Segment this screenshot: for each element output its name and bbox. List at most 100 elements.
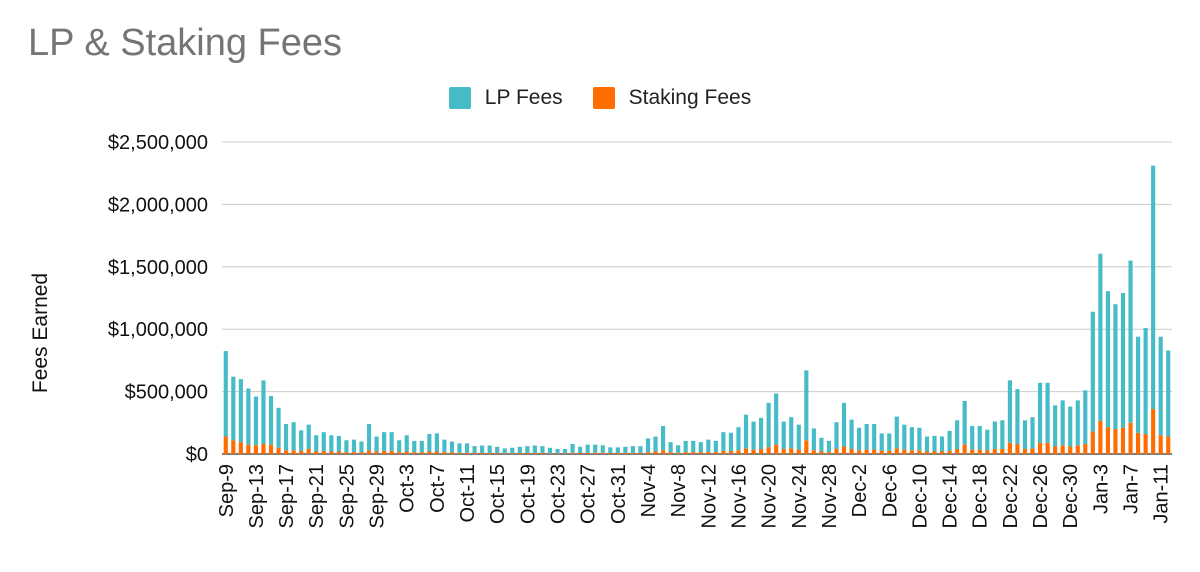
bar-staking-fees <box>495 453 500 454</box>
bar-staking-fees <box>645 452 651 454</box>
bar-lp-fees <box>442 439 447 453</box>
bar-lp-fees <box>351 439 357 453</box>
bar-lp-fees <box>223 351 228 437</box>
bar-staking-fees <box>457 452 462 454</box>
legend-label-staking-fees: Staking Fees <box>628 86 752 109</box>
bar-staking-fees <box>1068 446 1073 454</box>
bar-staking-fees <box>412 452 417 454</box>
x-tick-label: Nov-12 <box>698 464 720 528</box>
bar-staking-fees <box>683 452 688 454</box>
bar-lp-fees <box>495 446 500 454</box>
bar-staking-fees <box>1135 432 1141 454</box>
bar-staking-fees <box>985 450 990 454</box>
bar-staking-fees <box>336 451 341 454</box>
bar-staking-fees <box>547 453 553 454</box>
bar-staking-fees <box>796 449 801 454</box>
bar-lp-fees <box>547 447 553 454</box>
bar-staking-fees <box>1000 449 1005 454</box>
bar-lp-fees <box>412 440 417 453</box>
bar-staking-fees <box>1143 434 1148 454</box>
bar-lp-fees <box>683 440 688 453</box>
bar-lp-fees <box>1158 336 1163 436</box>
bar-lp-fees <box>480 445 485 454</box>
bar-lp-fees <box>660 425 666 451</box>
bar-lp-fees <box>849 419 854 450</box>
bar-lp-fees <box>1007 380 1012 443</box>
x-tick-label: Dec-30 <box>1060 464 1082 528</box>
bar-staking-fees <box>600 452 605 454</box>
x-tick-label: Jan-3 <box>1090 464 1112 514</box>
y-tick-label: $1,000,000 <box>108 319 208 341</box>
bar-lp-fees <box>449 441 455 453</box>
x-tick-label: Dec-14 <box>940 464 962 528</box>
bar-staking-fees <box>1015 444 1020 454</box>
bar-staking-fees <box>924 451 930 454</box>
x-tick-label: Sep-13 <box>246 464 268 529</box>
bar-staking-fees <box>789 448 794 454</box>
x-tick-label: Sep-9 <box>216 464 238 517</box>
bar-staking-fees <box>449 452 455 454</box>
bar-staking-fees <box>826 452 832 454</box>
bar-staking-fees <box>751 449 756 454</box>
bar-lp-fees <box>736 427 741 451</box>
bar-staking-fees <box>487 453 492 454</box>
bar-lp-fees <box>766 402 771 448</box>
bar-staking-fees <box>223 436 228 454</box>
bar-staking-fees <box>1166 436 1171 454</box>
bar-staking-fees <box>864 449 869 454</box>
bar-staking-fees <box>374 451 379 454</box>
bar-lp-fees <box>804 370 809 441</box>
bar-staking-fees <box>774 444 779 454</box>
bar-staking-fees <box>397 452 402 454</box>
bar-staking-fees <box>434 451 439 454</box>
bar-staking-fees <box>593 452 598 454</box>
bar-staking-fees <box>955 449 960 454</box>
bar-staking-fees <box>660 450 666 454</box>
bar-staking-fees <box>879 450 884 454</box>
bar-staking-fees <box>1105 427 1110 454</box>
bar-staking-fees <box>238 442 243 454</box>
bar-lp-fees <box>246 388 251 445</box>
bar-lp-fees <box>472 446 477 454</box>
legend-item-staking-fees: Staking Fees <box>592 86 752 110</box>
x-tick-label: Dec-6 <box>879 464 901 517</box>
bar-lp-fees <box>698 442 703 453</box>
bar-lp-fees <box>1113 304 1118 430</box>
bar-staking-fees <box>1158 435 1163 454</box>
bar-lp-fees <box>231 376 236 441</box>
bar-lp-fees <box>645 438 651 453</box>
bar-lp-fees <box>857 427 862 451</box>
bar-lp-fees <box>864 424 869 450</box>
bar-lp-fees <box>1083 390 1088 445</box>
bar-lp-fees <box>1045 382 1050 443</box>
bar-lp-fees <box>713 440 718 453</box>
bar-lp-fees <box>389 432 394 451</box>
legend: LP Fees Staking Fees <box>0 86 1200 110</box>
bar-lp-fees <box>314 435 319 452</box>
bar-staking-fees <box>1090 431 1095 454</box>
bar-lp-fees <box>1120 293 1126 428</box>
bar-staking-fees <box>464 452 470 454</box>
bar-staking-fees <box>857 450 862 454</box>
bar-lp-fees <box>985 429 990 451</box>
bar-staking-fees <box>902 449 907 454</box>
bar-lp-fees <box>728 432 734 451</box>
bar-staking-fees <box>804 440 809 454</box>
bar-staking-fees <box>231 440 236 454</box>
bar-staking-fees <box>615 453 620 454</box>
bar-lp-fees <box>510 447 515 454</box>
bar-lp-fees <box>555 449 560 454</box>
bar-lp-fees <box>570 444 575 453</box>
bar-lp-fees <box>427 434 432 452</box>
x-tick-label: Nov-28 <box>819 464 841 528</box>
bar-staking-fees <box>781 449 786 454</box>
bar-lp-fees <box>1098 253 1103 421</box>
x-tick-label: Dec-22 <box>1000 464 1022 528</box>
bar-lp-fees <box>276 407 281 448</box>
bar-lp-fees <box>284 424 289 451</box>
bar-lp-fees <box>299 430 304 451</box>
bar-lp-fees <box>759 417 764 450</box>
bar-lp-fees <box>1090 311 1095 432</box>
bar-lp-fees <box>623 446 628 454</box>
bar-staking-fees <box>766 447 771 454</box>
